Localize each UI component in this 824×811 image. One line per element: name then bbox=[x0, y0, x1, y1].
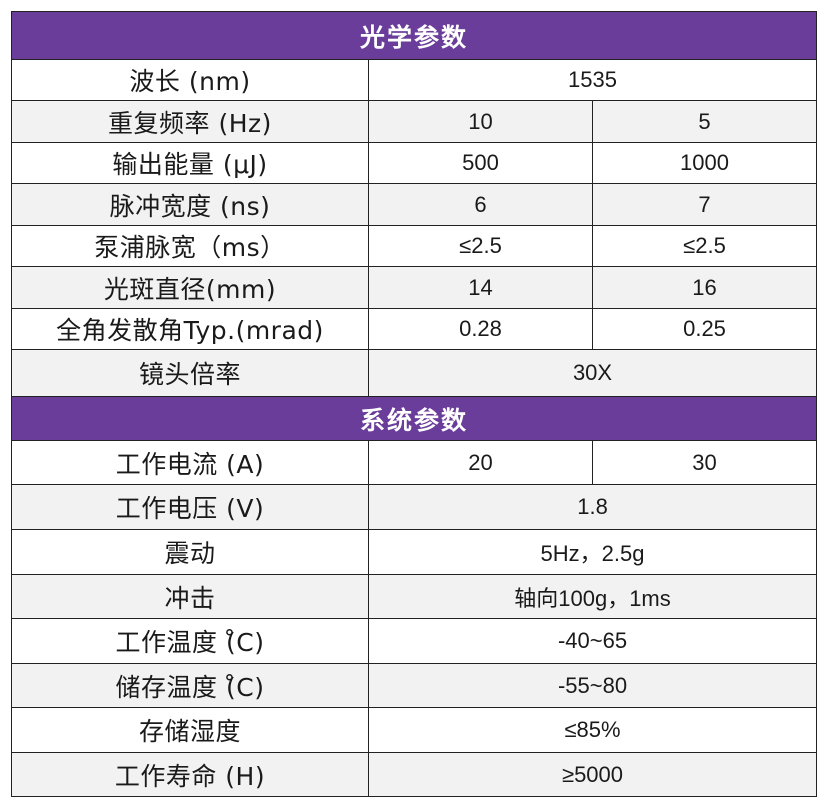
param-value: 5Hz，2.5g bbox=[367, 529, 818, 575]
table-row: 脉冲宽度 (ns) 6 7 bbox=[11, 183, 818, 226]
param-value: -40~65 bbox=[367, 618, 818, 664]
table-row: 工作温度 (̊C) -40~65 bbox=[11, 618, 818, 664]
param-label: 泵浦脉宽（ms） bbox=[11, 225, 369, 267]
param-value: 20 bbox=[368, 440, 593, 485]
table-row: 镜头倍率 30X bbox=[11, 349, 818, 397]
table-row: 光斑直径(mm) 14 16 bbox=[11, 266, 818, 309]
param-label: 光斑直径(mm) bbox=[11, 266, 369, 309]
param-value: 0.25 bbox=[591, 308, 818, 350]
param-value: ≥5000 bbox=[367, 752, 818, 797]
param-label: 波长 (nm) bbox=[11, 59, 369, 101]
param-value: ≤85% bbox=[367, 707, 818, 753]
param-label: 存储湿度 bbox=[11, 707, 369, 753]
param-label: 工作电流 (A) bbox=[11, 440, 369, 485]
param-value: 轴向100g，1ms bbox=[367, 574, 818, 619]
param-value: 1.8 bbox=[367, 484, 818, 530]
table-row: 工作电压 (V) 1.8 bbox=[11, 484, 818, 530]
param-label: 工作电压 (V) bbox=[11, 484, 369, 530]
table-row: 泵浦脉宽（ms） ≤2.5 ≤2.5 bbox=[11, 225, 818, 267]
param-value: ≤2.5 bbox=[368, 225, 593, 267]
param-label: 工作寿命 (H) bbox=[11, 752, 369, 797]
param-value: 0.28 bbox=[368, 308, 593, 350]
param-label: 储存温度 (̊C) bbox=[11, 663, 369, 708]
param-value: 1535 bbox=[367, 59, 818, 101]
param-value: 1000 bbox=[591, 142, 818, 184]
table-row: 波长 (nm) 1535 bbox=[11, 59, 818, 101]
table-row: 全角发散角Typ.(mrad) 0.28 0.25 bbox=[11, 308, 818, 350]
param-label: 脉冲宽度 (ns) bbox=[11, 183, 369, 226]
table-row: 工作电流 (A) 20 30 bbox=[11, 440, 818, 485]
table-row: 工作寿命 (H) ≥5000 bbox=[11, 752, 818, 797]
param-label: 冲击 bbox=[11, 574, 369, 619]
param-label: 重复频率 (Hz) bbox=[11, 100, 369, 143]
system-section-header: 系统参数 bbox=[10, 396, 818, 441]
param-value: 16 bbox=[591, 266, 818, 309]
table-row: 储存温度 (̊C) -55~80 bbox=[11, 663, 818, 708]
optical-section-header: 光学参数 bbox=[10, 11, 818, 60]
table-row: 存储湿度 ≤85% bbox=[11, 707, 818, 753]
optical-section-title: 光学参数 bbox=[10, 11, 818, 60]
table-row: 输出能量 (μJ) 500 1000 bbox=[11, 142, 818, 184]
param-value: ≤2.5 bbox=[591, 225, 818, 267]
param-label: 镜头倍率 bbox=[11, 349, 369, 397]
system-section-title: 系统参数 bbox=[10, 396, 818, 441]
param-value: 30X bbox=[367, 349, 818, 397]
param-value: 5 bbox=[591, 100, 818, 143]
param-value: 10 bbox=[368, 100, 593, 143]
param-value: 30 bbox=[591, 440, 818, 485]
param-value: 500 bbox=[368, 142, 593, 184]
spec-table: 光学参数 波长 (nm) 1535 重复频率 (Hz) 10 5 输出能量 (μ… bbox=[10, 11, 818, 797]
table-row: 震动 5Hz，2.5g bbox=[11, 529, 818, 575]
param-value: -55~80 bbox=[367, 663, 818, 708]
param-label: 输出能量 (μJ) bbox=[11, 142, 369, 184]
param-label: 震动 bbox=[11, 529, 369, 575]
param-value: 14 bbox=[368, 266, 593, 309]
table-row: 冲击 轴向100g，1ms bbox=[11, 574, 818, 619]
table-row: 重复频率 (Hz) 10 5 bbox=[11, 100, 818, 143]
param-value: 7 bbox=[591, 183, 818, 226]
param-value: 6 bbox=[368, 183, 593, 226]
param-label: 工作温度 (̊C) bbox=[11, 618, 369, 664]
param-label: 全角发散角Typ.(mrad) bbox=[11, 308, 369, 350]
